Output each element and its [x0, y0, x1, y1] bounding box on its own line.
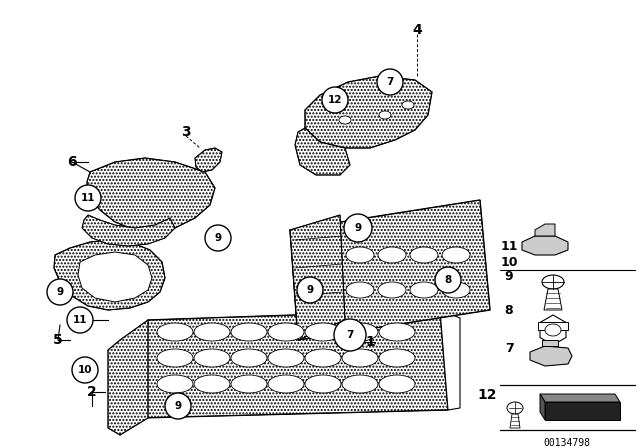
Ellipse shape: [346, 282, 374, 298]
Text: 8: 8: [444, 275, 452, 285]
Text: 2: 2: [87, 385, 97, 399]
Ellipse shape: [410, 247, 438, 263]
Ellipse shape: [542, 275, 564, 289]
Ellipse shape: [157, 375, 193, 393]
Text: 7: 7: [504, 341, 513, 354]
Ellipse shape: [379, 111, 391, 119]
Text: 7: 7: [346, 330, 354, 340]
Text: 11: 11: [73, 315, 87, 325]
Polygon shape: [290, 200, 490, 340]
Ellipse shape: [268, 323, 304, 341]
Ellipse shape: [157, 323, 193, 341]
Polygon shape: [82, 215, 175, 246]
Polygon shape: [530, 346, 572, 366]
Text: 3: 3: [181, 125, 191, 139]
Polygon shape: [522, 236, 568, 255]
Circle shape: [72, 357, 98, 383]
Circle shape: [334, 319, 366, 351]
Ellipse shape: [231, 375, 267, 393]
Text: 6: 6: [67, 155, 77, 169]
Polygon shape: [78, 252, 152, 302]
Polygon shape: [108, 320, 148, 435]
Ellipse shape: [410, 282, 438, 298]
Polygon shape: [290, 215, 345, 340]
Ellipse shape: [194, 349, 230, 367]
Ellipse shape: [378, 282, 406, 298]
Polygon shape: [54, 240, 165, 310]
Ellipse shape: [379, 323, 415, 341]
Text: 00134798: 00134798: [543, 438, 591, 448]
Ellipse shape: [346, 247, 374, 263]
Text: 10: 10: [77, 365, 92, 375]
Ellipse shape: [305, 349, 341, 367]
Circle shape: [344, 214, 372, 242]
Text: 12: 12: [477, 388, 497, 402]
Text: 9: 9: [355, 223, 362, 233]
Ellipse shape: [507, 402, 523, 414]
Ellipse shape: [379, 375, 415, 393]
Ellipse shape: [268, 349, 304, 367]
Polygon shape: [540, 315, 566, 345]
Ellipse shape: [442, 282, 470, 298]
Circle shape: [435, 267, 461, 293]
Circle shape: [377, 69, 403, 95]
Circle shape: [165, 393, 191, 419]
Ellipse shape: [378, 247, 406, 263]
Ellipse shape: [231, 323, 267, 341]
Ellipse shape: [339, 116, 351, 124]
Ellipse shape: [231, 349, 267, 367]
Polygon shape: [542, 340, 558, 346]
Ellipse shape: [342, 349, 378, 367]
Ellipse shape: [545, 324, 561, 336]
Polygon shape: [538, 322, 568, 330]
Circle shape: [67, 307, 93, 333]
Polygon shape: [535, 224, 555, 236]
Text: 10: 10: [500, 255, 518, 268]
Circle shape: [47, 279, 73, 305]
Text: 9: 9: [307, 285, 314, 295]
Text: 4: 4: [412, 23, 422, 37]
Polygon shape: [195, 148, 222, 172]
Ellipse shape: [268, 375, 304, 393]
Polygon shape: [140, 310, 448, 418]
Circle shape: [75, 185, 101, 211]
Polygon shape: [545, 402, 620, 420]
Text: 9: 9: [175, 401, 182, 411]
Polygon shape: [295, 128, 350, 175]
Ellipse shape: [402, 101, 414, 109]
Polygon shape: [540, 394, 620, 402]
Polygon shape: [540, 394, 545, 420]
Circle shape: [322, 87, 348, 113]
Ellipse shape: [379, 349, 415, 367]
Text: 12: 12: [328, 95, 342, 105]
Ellipse shape: [194, 375, 230, 393]
Ellipse shape: [194, 323, 230, 341]
Polygon shape: [305, 76, 432, 148]
Polygon shape: [544, 289, 562, 310]
Text: 9: 9: [214, 233, 221, 243]
Text: 1: 1: [365, 335, 375, 349]
Text: 8: 8: [505, 303, 513, 316]
Ellipse shape: [157, 349, 193, 367]
Ellipse shape: [305, 323, 341, 341]
Text: 9: 9: [56, 287, 63, 297]
Polygon shape: [440, 310, 460, 410]
Ellipse shape: [342, 323, 378, 341]
Ellipse shape: [442, 247, 470, 263]
Text: 5: 5: [53, 333, 63, 347]
Text: 11: 11: [500, 241, 518, 254]
Circle shape: [205, 225, 231, 251]
Polygon shape: [87, 158, 215, 232]
Circle shape: [297, 277, 323, 303]
Polygon shape: [510, 414, 520, 428]
Text: 9: 9: [505, 271, 513, 284]
Ellipse shape: [342, 375, 378, 393]
Text: 11: 11: [81, 193, 95, 203]
Text: 7: 7: [387, 77, 394, 87]
Ellipse shape: [305, 375, 341, 393]
